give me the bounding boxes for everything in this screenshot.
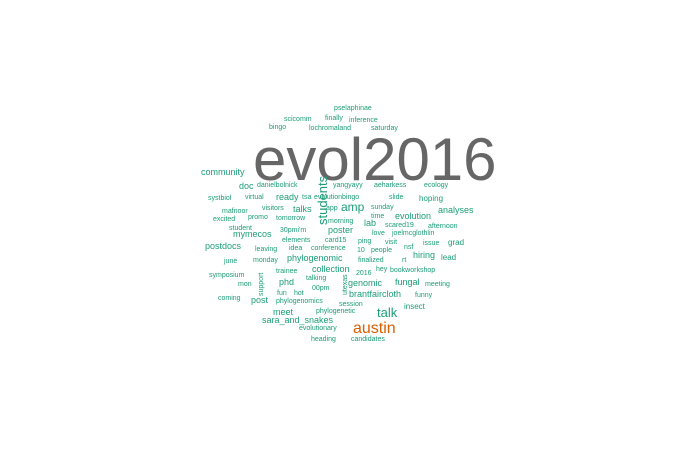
word-finally: finally — [325, 115, 343, 122]
word-slide: slide — [389, 194, 404, 201]
word-rt: rt — [402, 257, 406, 264]
word-hey: hey — [376, 266, 388, 273]
word-utexas: utexas — [342, 274, 349, 295]
word-symposium: symposium — [209, 272, 245, 279]
word-sunday: sunday — [371, 204, 394, 211]
word-insect: insect — [404, 302, 426, 311]
word-app: app — [326, 205, 338, 212]
word-finalized: finalized — [358, 257, 384, 264]
word-genomic: genomic — [348, 278, 383, 288]
word-phylogenomic: phylogenomic — [287, 253, 343, 263]
word-sara-and-snakes: sara_and_snakes — [262, 315, 334, 325]
word-people: people — [371, 247, 392, 254]
word-joelmcglothlin: joelmcglothlin — [391, 230, 435, 237]
word-afternoon: afternoon — [428, 223, 458, 230]
word-heading: heading — [311, 336, 336, 343]
word-doc: doc — [239, 181, 254, 191]
word-phylogenomics: phylogenomics — [276, 298, 323, 305]
word-poster: poster — [328, 225, 353, 235]
word-mymecos: mymecos — [233, 229, 272, 239]
word-tomorrow: tomorrow — [276, 215, 306, 222]
word-phylogenetic: phylogenetic — [316, 308, 356, 315]
word-30pmi-m: 30pmi'm — [280, 227, 306, 234]
word-pselaphinae: pselaphinae — [334, 105, 372, 112]
word-conference: conference — [311, 245, 346, 252]
word-elements: elements — [282, 237, 311, 244]
word-yangyayy: yangyayy — [333, 182, 363, 189]
word-lochromaland: lochromaland — [309, 125, 351, 132]
word-leaving: leaving — [255, 246, 277, 253]
word-evolutionary: evolutionary — [299, 325, 337, 332]
word-ping: ping — [358, 238, 371, 245]
word-evolutionbingo: evolutionbingo — [314, 194, 359, 201]
word-phd: phd — [279, 277, 294, 287]
word-grad: grad — [448, 238, 464, 247]
word-nsf: nsf — [404, 244, 413, 251]
word-morning: morning — [328, 218, 353, 225]
word-ready: ready — [276, 192, 299, 202]
word-community: community — [201, 167, 245, 177]
word-visitors: visitors — [262, 205, 284, 212]
word-hot: hot — [294, 290, 304, 297]
word-trainee: trainee — [276, 268, 298, 275]
word-talk: talk — [377, 305, 398, 320]
word-hoping: hoping — [419, 194, 443, 203]
word-2016: 2016 — [356, 270, 372, 277]
word-mafnoor: mafnoor — [222, 208, 248, 215]
word-evol2016: evol2016 — [253, 126, 497, 193]
word-aeharkess: aeharkess — [374, 182, 407, 189]
word-scicomm: scicomm — [284, 116, 312, 123]
word-student: student — [229, 225, 252, 232]
word-meeting: meeting — [425, 281, 450, 288]
word-00pm: 00pm — [312, 285, 330, 292]
word-bookworkshop: bookworkshop — [390, 267, 435, 274]
word-visit: visit — [385, 239, 397, 246]
word-talking: talking — [306, 275, 326, 282]
word-danielbolnick: danielbolnick — [257, 182, 298, 189]
word-lab: lab — [364, 218, 376, 228]
word-time: time — [371, 213, 384, 220]
word-virtual: virtual — [245, 194, 264, 201]
word-candidates: candidates — [351, 336, 385, 343]
word-session: session — [339, 301, 363, 308]
word-scared19: scared19 — [385, 222, 414, 229]
word-tsa: tsa — [302, 194, 311, 201]
word-austin: austin — [353, 320, 396, 337]
word-saturday: saturday — [371, 125, 398, 132]
word-june: june — [223, 258, 237, 265]
word-issue: issue — [423, 240, 439, 247]
word-post: post — [251, 295, 269, 305]
word-talks: talks — [293, 204, 312, 214]
word-ecology: ecology — [424, 182, 449, 189]
word-support: support — [258, 273, 265, 296]
word-meet: meet — [273, 307, 294, 317]
word-analyses: analyses — [438, 205, 474, 215]
word-lead: lead — [441, 253, 456, 262]
word-coming: coming — [218, 295, 241, 302]
word-students: students — [315, 175, 330, 225]
word-postdocs: postdocs — [205, 241, 242, 251]
word-evolution: evolution — [395, 211, 431, 221]
word-amp: amp — [341, 200, 365, 214]
word-systbiol: systbiol — [208, 195, 232, 202]
word-promo: promo — [248, 214, 268, 221]
word-card15: card15 — [325, 237, 347, 244]
word-monday: monday — [253, 257, 278, 264]
word-excited: excited — [213, 216, 235, 223]
word-hiring: hiring — [413, 250, 435, 260]
word-brantfaircloth: brantfaircloth — [349, 289, 401, 299]
word-10: 10 — [357, 247, 365, 254]
word-idea: idea — [289, 245, 302, 252]
word-fungal: fungal — [395, 277, 420, 287]
word-inference: inference — [349, 117, 378, 124]
word-love: love — [372, 230, 385, 237]
word-collection: collection — [312, 264, 350, 274]
word-funny: funny — [415, 292, 433, 299]
word-fun: fun — [277, 290, 287, 297]
word-bingo: bingo — [269, 124, 286, 131]
word-mon: mon — [238, 281, 252, 288]
